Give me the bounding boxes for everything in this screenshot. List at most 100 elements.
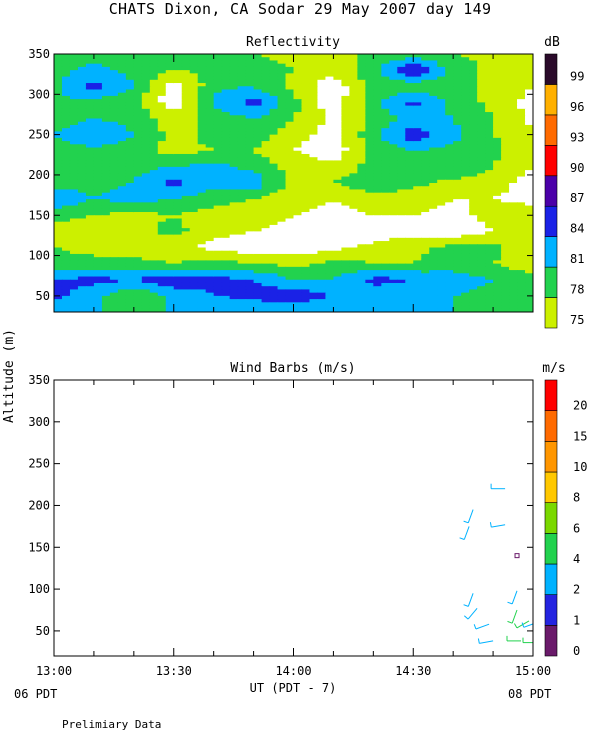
reflectivity-cell: [213, 183, 223, 187]
reflectivity-cell: [341, 305, 350, 310]
reflectivity-cell: [165, 153, 175, 158]
reflectivity-cell: [237, 260, 247, 265]
reflectivity-cell: [469, 57, 478, 62]
reflectivity-cell: [325, 205, 335, 210]
reflectivity-cell: [493, 186, 502, 191]
reflectivity-cell: [373, 228, 382, 232]
reflectivity-cell: [365, 183, 374, 187]
reflectivity-cell: [173, 205, 183, 210]
reflectivity-cell: [445, 170, 454, 174]
reflectivity-cell: [405, 208, 414, 213]
reflectivity-cell: [413, 105, 422, 110]
reflectivity-cell: [461, 124, 470, 129]
reflectivity-cell: [309, 137, 319, 142]
reflectivity-cell: [389, 105, 398, 110]
reflectivity-cell: [133, 79, 143, 84]
reflectivity-cell: [109, 302, 119, 307]
reflectivity-cell: [157, 247, 167, 252]
reflectivity-cell: [253, 276, 263, 281]
reflectivity-cell: [293, 289, 303, 294]
reflectivity-cell: [381, 124, 390, 129]
reflectivity-cell: [509, 250, 518, 255]
reflectivity-cell: [237, 179, 247, 184]
reflectivity-cell: [125, 231, 135, 236]
reflectivity-cell: [349, 166, 358, 171]
reflectivity-cell: [413, 160, 422, 165]
reflectivity-cell: [461, 199, 470, 203]
reflectivity-cell: [141, 157, 151, 162]
reflectivity-cell: [125, 60, 135, 65]
reflectivity-cell: [477, 66, 486, 71]
reflectivity-cell: [181, 308, 191, 312]
reflectivity-cell: [469, 308, 478, 312]
reflectivity-cell: [229, 295, 239, 300]
reflectivity-cell: [101, 202, 111, 207]
reflectivity-cell: [437, 231, 446, 236]
reflectivity-cell: [365, 308, 374, 312]
reflectivity-cell: [277, 202, 287, 207]
reflectivity-cell: [309, 266, 319, 271]
reflectivity-cell: [381, 299, 390, 303]
reflectivity-cell: [397, 244, 406, 249]
reflectivity-cell: [437, 212, 446, 216]
reflectivity-cell: [381, 279, 390, 284]
reflectivity-cell: [469, 105, 478, 110]
reflectivity-cell: [141, 105, 151, 110]
reflectivity-cell: [237, 299, 247, 303]
reflectivity-cell: [237, 276, 247, 281]
reflectivity-cell: [413, 202, 422, 207]
reflectivity-cell: [109, 250, 119, 255]
reflectivity-cell: [253, 60, 263, 65]
reflectivity-cell: [429, 192, 438, 197]
reflectivity-cell: [141, 166, 151, 171]
reflectivity-cell: [317, 302, 327, 307]
reflectivity-cell: [54, 257, 63, 261]
reflectivity-cell: [213, 189, 223, 194]
reflectivity-cell: [381, 54, 390, 58]
reflectivity-cell: [309, 212, 319, 216]
reflectivity-cell: [293, 179, 303, 184]
reflectivity-cell: [109, 292, 119, 297]
reflectivity-cell: [301, 270, 311, 274]
reflectivity-cell: [237, 308, 247, 312]
reflectivity-cell: [461, 92, 470, 97]
reflectivity-cell: [293, 147, 303, 152]
reflectivity-cell: [141, 186, 151, 191]
reflectivity-cell: [453, 66, 462, 71]
reflectivity-cell: [413, 102, 422, 107]
reflectivity-cell: [253, 270, 263, 274]
reflectivity-cell: [109, 108, 119, 113]
reflectivity-cell: [213, 302, 223, 307]
reflectivity-cell: [389, 150, 398, 155]
reflectivity-cell: [357, 70, 366, 74]
reflectivity-cell: [517, 244, 526, 249]
reflectivity-cell: [261, 224, 271, 229]
reflectivity-cell: [237, 253, 247, 258]
reflectivity-cell: [365, 299, 374, 303]
reflectivity-cell: [245, 86, 255, 91]
reflectivity-cell: [253, 95, 263, 100]
reflectivity-cell: [93, 205, 103, 210]
reflectivity-cell: [117, 179, 127, 184]
reflectivity-cell: [165, 79, 175, 84]
reflectivity-cell: [69, 205, 79, 210]
reflectivity-cell: [413, 247, 422, 252]
reflectivity-cell: [509, 137, 518, 142]
reflectivity-cell: [493, 179, 502, 184]
reflectivity-cell: [333, 289, 342, 294]
reflectivity-cell: [325, 308, 335, 312]
reflectivity-cell: [61, 70, 71, 74]
reflectivity-cell: [405, 170, 414, 174]
reflectivity-cell: [485, 163, 494, 168]
reflectivity-cell: [493, 218, 502, 223]
reflectivity-cell: [245, 102, 255, 107]
reflectivity-cell: [221, 118, 231, 123]
reflectivity-cell: [93, 260, 103, 265]
reflectivity-cell: [501, 270, 510, 274]
reflectivity-cell: [197, 137, 207, 142]
reflectivity-cell: [365, 99, 374, 103]
reflectivity-cell: [245, 202, 255, 207]
reflectivity-cell: [189, 221, 199, 226]
reflectivity-cell: [293, 234, 303, 239]
